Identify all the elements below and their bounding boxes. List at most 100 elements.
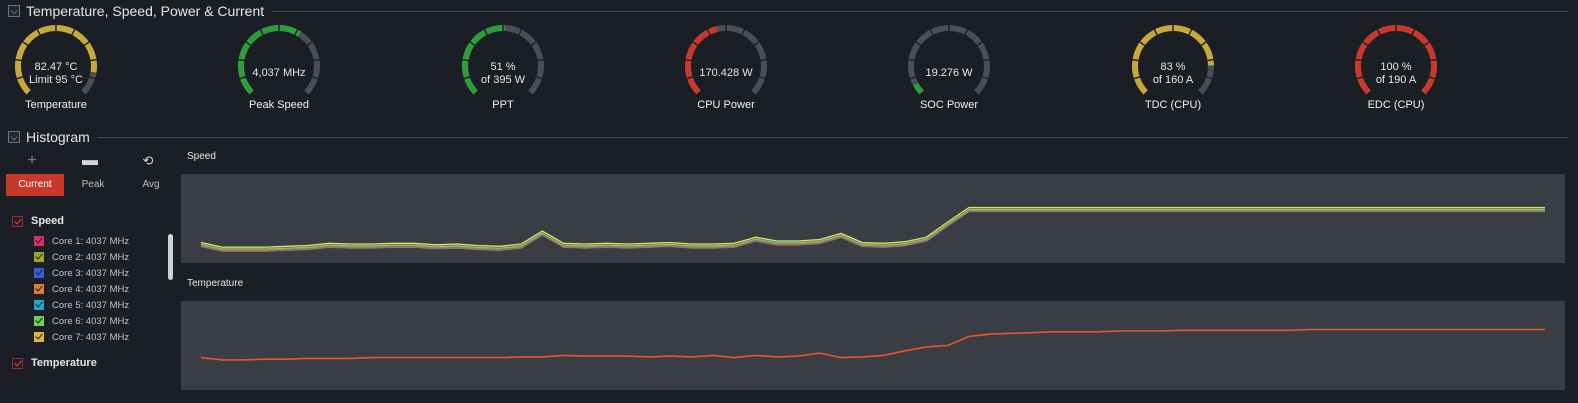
core-checkbox[interactable] — [34, 332, 44, 342]
core-label: Core 1: 4037 MHz — [52, 235, 130, 247]
gauge-tick — [982, 58, 991, 62]
gauge-value-arc — [238, 25, 301, 95]
gauge-tick — [741, 28, 746, 36]
gauge-tick — [976, 41, 983, 47]
gauge-tick — [981, 75, 989, 80]
collapse-chevron-icon[interactable]: ⌵ — [8, 131, 20, 143]
gauge-tick — [929, 28, 934, 36]
collapse-chevron-icon[interactable]: ⌵ — [8, 5, 20, 17]
reset-icon[interactable]: ⟲ — [142, 153, 154, 168]
gauge-edc: 100 % of 190 A EDC (CPU) — [1336, 24, 1456, 119]
tab-avg[interactable]: Avg — [142, 179, 160, 190]
gauge-label: Temperature — [25, 99, 87, 111]
gauge-tick — [1143, 89, 1150, 96]
gauge-dial — [237, 24, 321, 96]
temperature-group-label: Temperature — [31, 357, 97, 369]
gauge-tick — [88, 75, 96, 80]
gauge-label: Peak Speed — [249, 99, 309, 111]
gauge-tick — [469, 41, 476, 47]
gauge-tick — [1356, 75, 1364, 80]
gauge-tick — [684, 58, 693, 62]
series-line — [200, 206, 1545, 248]
tab-peak[interactable]: Peak — [81, 179, 105, 190]
core-checkbox[interactable] — [34, 316, 44, 326]
core-row[interactable]: Core 5: 4037 MHz — [34, 297, 129, 313]
gauge-tick — [1354, 58, 1363, 62]
histogram-sidebar: + ▬ ⟲ Current Peak Avg Speed Core 1: 403… — [6, 150, 176, 403]
gauge-dial — [14, 24, 98, 96]
tab-current[interactable]: Current — [6, 174, 64, 196]
core-row[interactable]: Core 3: 4037 MHz — [34, 265, 129, 281]
core-row[interactable]: Core 2: 4037 MHz — [34, 249, 129, 265]
speed-group-checkbox[interactable] — [12, 215, 23, 227]
temperature-chart-svg — [200, 328, 1545, 361]
gauge-tick — [245, 41, 252, 47]
gauge-tick — [1411, 28, 1416, 36]
gauge-label: EDC (CPU) — [1367, 99, 1425, 111]
speed-chart — [181, 174, 1565, 263]
gauge-tick — [237, 58, 246, 62]
gauge-primary-value: 51 % — [490, 61, 516, 73]
gauge-tick — [83, 41, 90, 47]
gauge-tick — [535, 75, 543, 80]
mode-tabs: Current Peak Avg — [6, 174, 176, 196]
gauge-peak-speed: 4,037 MHz Peak Speed — [219, 24, 339, 119]
gauge-tick — [463, 75, 471, 80]
temperature-chart-title: Temperature — [187, 278, 244, 289]
speed-group-row[interactable]: Speed — [12, 213, 64, 229]
gauge-secondary-value: Limit 95 °C — [29, 74, 83, 86]
gauge-tick — [909, 75, 917, 80]
gauge-tick — [1205, 75, 1213, 80]
gauge-tdc: 83 % of 160 A TDC (CPU) — [1113, 24, 1233, 119]
core-checkbox[interactable] — [34, 284, 44, 294]
gauge-tick — [1428, 75, 1436, 80]
gauge-tick — [1139, 41, 1146, 47]
gauge-tick — [907, 58, 916, 62]
gauge-label: TDC (CPU) — [1144, 99, 1202, 111]
gauge-tick — [71, 28, 76, 36]
core-label: Core 4: 4037 MHz — [52, 283, 130, 295]
gauge-tick — [1429, 58, 1438, 62]
core-row[interactable]: Core 1: 4037 MHz — [34, 233, 129, 249]
gauge-tick — [294, 28, 299, 36]
gauge-tick — [26, 89, 33, 96]
gauge-tick — [526, 89, 533, 96]
gauge-tick — [483, 28, 488, 36]
gauges-section-header[interactable]: ⌵ Temperature, Speed, Power & Current — [0, 0, 1568, 22]
gauge-tick — [1133, 75, 1141, 80]
core-checkbox[interactable] — [34, 252, 44, 262]
sidebar-scrollbar[interactable] — [168, 234, 173, 280]
gauge-primary-value: 100 % — [1380, 61, 1412, 73]
gauge-secondary-value: of 160 A — [1152, 74, 1194, 86]
section-divider — [97, 136, 1568, 138]
gauge-tick — [1366, 89, 1373, 96]
temperature-group-row[interactable]: Temperature — [12, 355, 97, 371]
gauge-dial — [1354, 24, 1438, 96]
gauge-tick — [22, 41, 29, 47]
gauge-tick — [259, 28, 264, 36]
gauge-tick — [915, 41, 922, 47]
core-checkbox[interactable] — [34, 300, 44, 310]
gauge-value-arc — [462, 25, 505, 95]
core-label: Core 2: 4037 MHz — [52, 251, 130, 263]
gauge-track — [908, 25, 990, 95]
gauge-label: SOC Power — [919, 99, 979, 111]
core-row[interactable]: Core 6: 4037 MHz — [34, 313, 129, 329]
core-checkbox[interactable] — [34, 236, 44, 246]
gauge-tick — [753, 41, 760, 47]
gauge-tick — [461, 58, 470, 62]
gauge-cpu-power: 170.428 W CPU Power — [666, 24, 786, 119]
remove-icon[interactable]: ▬ — [82, 152, 98, 169]
gauge-label: CPU Power — [697, 99, 755, 111]
add-icon[interactable]: + — [27, 152, 37, 169]
core-checkbox[interactable] — [34, 268, 44, 278]
temperature-group-checkbox[interactable] — [12, 357, 23, 369]
core-row[interactable]: Core 4: 4037 MHz — [34, 281, 129, 297]
gauge-tick — [1131, 58, 1140, 62]
gauge-tick — [1206, 58, 1215, 62]
gauge-tick — [972, 89, 979, 96]
gauge-tick — [36, 28, 41, 36]
core-label: Core 3: 4037 MHz — [52, 267, 130, 279]
core-row[interactable]: Core 7: 4037 MHz — [34, 329, 129, 345]
histogram-section-header[interactable]: ⌵ Histogram — [0, 126, 1568, 148]
